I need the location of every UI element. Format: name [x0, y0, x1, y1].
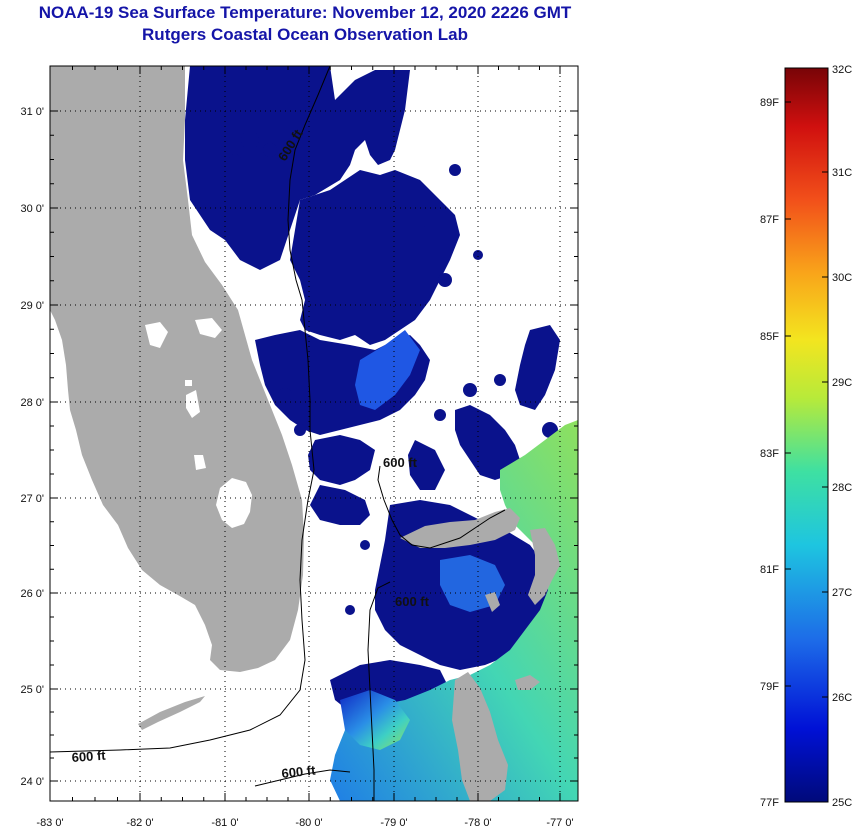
colorbar-celsius-label: 30C	[832, 272, 852, 284]
latitude-labels: 31 0' 30 0' 29 0' 28 0' 27 0' 26 0' 25 0…	[20, 106, 44, 788]
lon-label: -79 0'	[380, 817, 407, 829]
colorbar-fahrenheit-label: 79F	[760, 681, 779, 693]
map-plot-area	[50, 66, 578, 801]
lon-label: -82 0'	[126, 817, 153, 829]
colorbar-fahrenheit-label: 83F	[760, 448, 779, 460]
contour-label: 600 ft	[383, 455, 418, 470]
colorbar-bottom-label: 25C	[832, 797, 852, 809]
lat-label: 31 0'	[20, 106, 44, 118]
depth-contour-600ft	[50, 66, 506, 801]
map-title: NOAA-19 Sea Surface Temperature: Novembe…	[38, 3, 572, 22]
contour-label: 600 ft	[281, 762, 317, 781]
temperature-colorbar: 32C 31C 30C 29C 28C 27C 26C 25C 89F 87F …	[760, 64, 852, 809]
florida-keys	[138, 696, 205, 730]
sst-warm-patch	[355, 330, 420, 410]
axis-ticks	[49, 66, 578, 801]
inland-lakes	[145, 318, 222, 470]
colorbar-fahrenheit-label: 87F	[760, 214, 779, 226]
map-subtitle: Rutgers Coastal Ocean Observation Lab	[142, 25, 468, 44]
lon-label: -80 0'	[295, 817, 322, 829]
graticule-gridlines	[50, 66, 578, 801]
longitude-labels: -83 0' -82 0' -81 0' -80 0' -79 0' -78 0…	[36, 817, 573, 829]
colorbar-celsius-label: 27C	[832, 587, 852, 599]
colorbar-fahrenheit-label: 81F	[760, 564, 779, 576]
colorbar-celsius-label: 28C	[832, 482, 852, 494]
lat-label: 26 0'	[20, 588, 44, 600]
colorbar-fahrenheit-label: 77F	[760, 797, 779, 809]
lake-okeechobee	[216, 478, 252, 528]
lat-label: 25 0'	[20, 684, 44, 696]
lat-label: 30 0'	[20, 203, 44, 215]
lon-label: -78 0'	[464, 817, 491, 829]
colorbar-fahrenheit-label: 85F	[760, 331, 779, 343]
colorbar-celsius-label: 26C	[832, 692, 852, 704]
lat-label: 27 0'	[20, 493, 44, 505]
lat-label: 28 0'	[20, 397, 44, 409]
colorbar-celsius-label: 31C	[832, 167, 852, 179]
lat-label: 24 0'	[20, 776, 44, 788]
colorbar-top-label: 32C	[832, 64, 852, 76]
lon-label: -77 0'	[546, 817, 573, 829]
lat-label: 29 0'	[20, 300, 44, 312]
lon-label: -83 0'	[36, 817, 63, 829]
sst-warm-patch	[340, 690, 410, 750]
colorbar-celsius-label: 29C	[832, 377, 852, 389]
plot-frame	[49, 65, 579, 802]
colorbar-fahrenheit-label: 89F	[760, 97, 779, 109]
bahamas-land	[400, 508, 560, 801]
contour-label: 600 ft	[395, 594, 430, 609]
lon-label: -81 0'	[211, 817, 238, 829]
contour-label: 600 ft	[71, 748, 107, 765]
